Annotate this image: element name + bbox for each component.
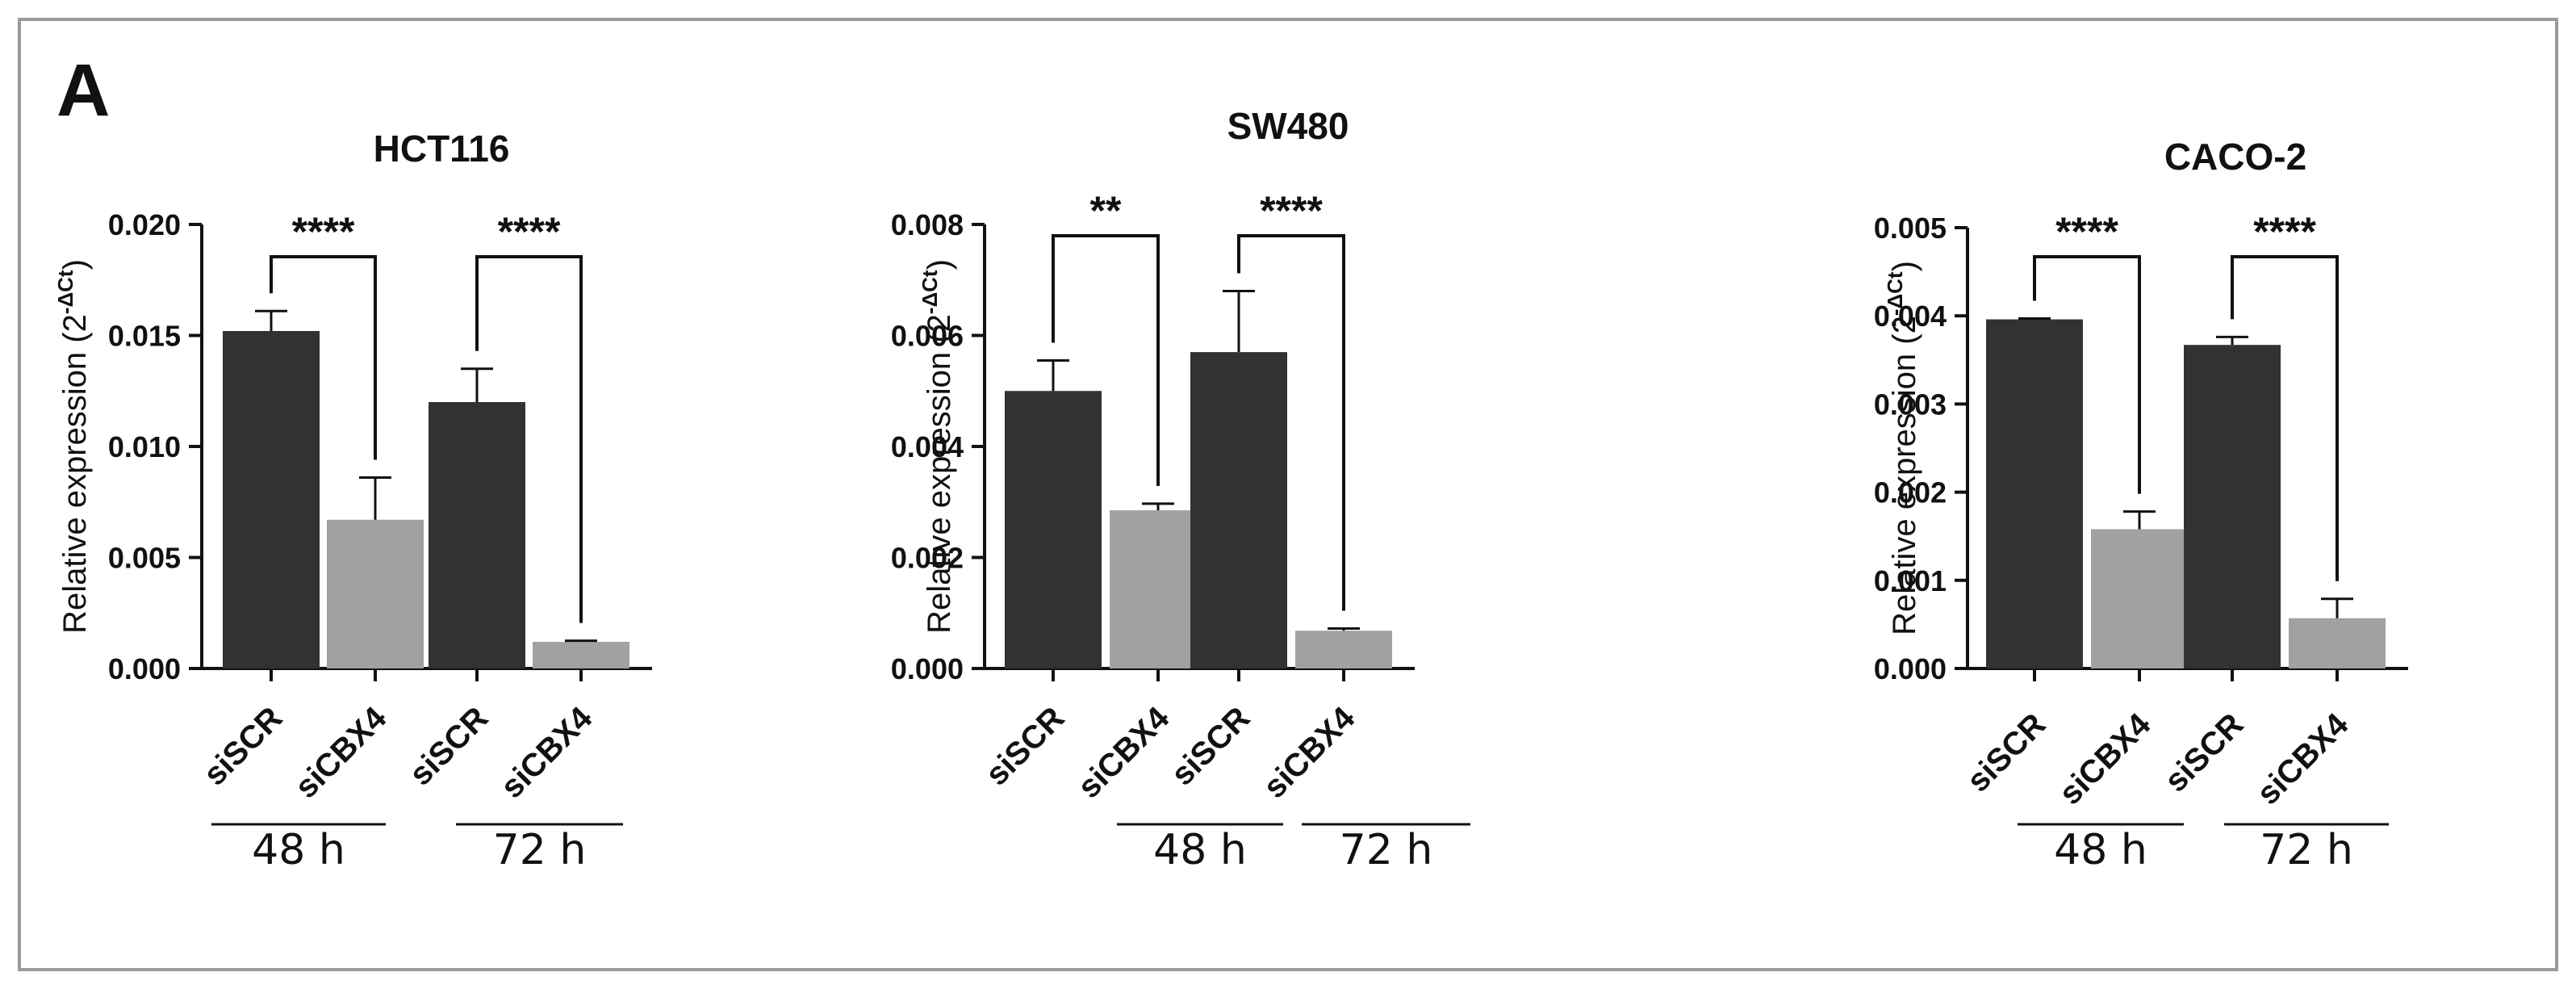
- group-time-label: 72 h: [1340, 826, 1433, 874]
- x-category-label: siSCR: [2158, 706, 2250, 798]
- bar: [1190, 352, 1287, 668]
- y-tick-label: 0.003: [1874, 388, 1947, 421]
- significance-label: **: [1090, 188, 1122, 233]
- chart-1: SW480 0.000 0.002 0.004 0.006 0.008 Relative e…: [891, 105, 1470, 874]
- y-tick-label: 0.006: [891, 320, 964, 353]
- bar: [2289, 618, 2386, 668]
- bar: [2184, 345, 2281, 668]
- y-tick-label: 0.002: [891, 542, 964, 575]
- y-tick-label: 0.015: [108, 320, 181, 353]
- y-tick-label: 0.005: [108, 542, 181, 575]
- y-axis-label-close: ): [922, 259, 957, 270]
- x-category-label: siCBX4: [1071, 700, 1177, 806]
- y-tick-label: 0.002: [1874, 476, 1947, 509]
- y-tick-label: 0.008: [891, 208, 964, 241]
- significance-label: ****: [292, 209, 355, 254]
- y-tick-label: 0.000: [108, 652, 181, 685]
- group-time-label: 72 h: [493, 826, 587, 874]
- x-category-label: siSCR: [1960, 706, 2052, 798]
- y-axis-label-close: ): [57, 259, 93, 270]
- x-category-label: siCBX4: [494, 700, 600, 806]
- y-tick-label: 0.010: [108, 430, 181, 463]
- significance-bracket: [1237, 234, 1345, 611]
- significance-bracket: [1052, 234, 1160, 486]
- x-category-label: siCBX4: [2250, 706, 2356, 812]
- group-time-label: 48 h: [2054, 826, 2147, 874]
- group-time-label: 72 h: [2260, 826, 2353, 874]
- panel-label: A: [56, 49, 111, 132]
- significance-label: ****: [498, 209, 561, 254]
- y-tick-label: 0.000: [1874, 652, 1947, 685]
- y-axis-label-close: ): [1887, 261, 1922, 271]
- bar: [2091, 529, 2188, 668]
- significance-label: ****: [2055, 209, 2118, 254]
- y-tick-label: 0.000: [891, 652, 964, 685]
- y-tick-label: 0.020: [108, 208, 181, 241]
- chart-title: SW480: [1227, 105, 1349, 147]
- group-time-label: 48 h: [1153, 826, 1247, 874]
- y-axis-label-superscript: -ΔCt: [1883, 271, 1907, 316]
- bar: [223, 331, 320, 668]
- chart-0: HCT116 0.000 0.005 0.010 0.015 0.020 Relative …: [53, 128, 652, 874]
- bar: [533, 642, 629, 668]
- significance-bracket: [270, 255, 377, 460]
- y-axis-label-main: Relative expression (2: [922, 314, 957, 634]
- y-tick-label: 0.004: [1874, 300, 1947, 333]
- y-tick-label: 0.004: [891, 430, 964, 463]
- y-tick-label: 0.001: [1874, 564, 1947, 597]
- y-axis-label: Relative expression (2-ΔCt): [53, 259, 93, 634]
- bar: [429, 402, 525, 668]
- x-category-label: siSCR: [1165, 700, 1257, 792]
- significance-label: ****: [1260, 188, 1323, 233]
- chart-title: CACO-2: [2164, 136, 2306, 178]
- x-category-label: siSCR: [197, 700, 289, 792]
- bar: [1005, 391, 1102, 668]
- significance-bracket: [2033, 255, 2141, 494]
- bar: [1986, 319, 2083, 668]
- y-axis-label-superscript: -ΔCt: [53, 270, 77, 314]
- significance-bracket: [475, 255, 583, 623]
- group-time-label: 48 h: [252, 826, 345, 874]
- bar: [327, 519, 424, 668]
- chart-title: HCT116: [374, 128, 510, 170]
- significance-label: ****: [2253, 209, 2316, 254]
- significance-bracket: [2231, 255, 2339, 581]
- x-category-label: siCBX4: [1257, 700, 1362, 806]
- y-axis-label-main: Relative expression (2: [1887, 316, 1922, 635]
- y-axis-label-main: Relative expression (2: [57, 314, 93, 634]
- y-axis-label-superscript: -ΔCt: [918, 270, 942, 314]
- x-category-label: siCBX4: [288, 700, 394, 806]
- y-tick-label: 0.005: [1874, 212, 1947, 245]
- x-category-label: siSCR: [979, 700, 1071, 792]
- y-axis-label: Relative expression (2-ΔCt): [1883, 261, 1922, 635]
- x-category-label: siCBX4: [2052, 706, 2158, 812]
- x-category-label: siSCR: [403, 700, 495, 792]
- y-axis-label: Relative expression (2-ΔCt): [918, 259, 957, 634]
- bar: [1295, 631, 1392, 668]
- chart-2: CACO-2 0.000 0.001 0.002 0.003 0.004 0.005 Rela…: [1874, 136, 2408, 874]
